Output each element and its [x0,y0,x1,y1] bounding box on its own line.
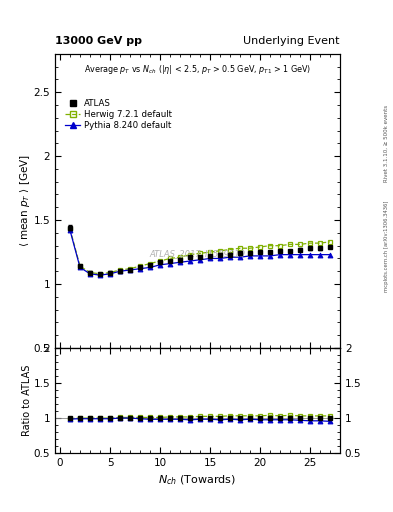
X-axis label: $N_{ch}$ (Towards): $N_{ch}$ (Towards) [158,474,237,487]
Y-axis label: Ratio to ATLAS: Ratio to ATLAS [22,365,32,436]
Y-axis label: $\langle$ mean $p_T$ $\rangle$ [GeV]: $\langle$ mean $p_T$ $\rangle$ [GeV] [18,155,32,247]
Text: Underlying Event: Underlying Event [243,36,340,47]
Text: mcplots.cern.ch [arXiv:1306.3436]: mcplots.cern.ch [arXiv:1306.3436] [384,200,389,291]
Text: 13000 GeV pp: 13000 GeV pp [55,36,142,47]
Legend: ATLAS, Herwig 7.2.1 default, Pythia 8.240 default: ATLAS, Herwig 7.2.1 default, Pythia 8.24… [62,96,174,133]
Text: Rivet 3.1.10, ≥ 500k events: Rivet 3.1.10, ≥ 500k events [384,105,389,182]
Text: ATLAS_2017_I1509919: ATLAS_2017_I1509919 [149,249,246,259]
Text: Average $p_T$ vs $N_{ch}$ ($|\eta|$ < 2.5, $p_T$ > 0.5 GeV, $p_{T1}$ > 1 GeV): Average $p_T$ vs $N_{ch}$ ($|\eta|$ < 2.… [84,62,311,76]
